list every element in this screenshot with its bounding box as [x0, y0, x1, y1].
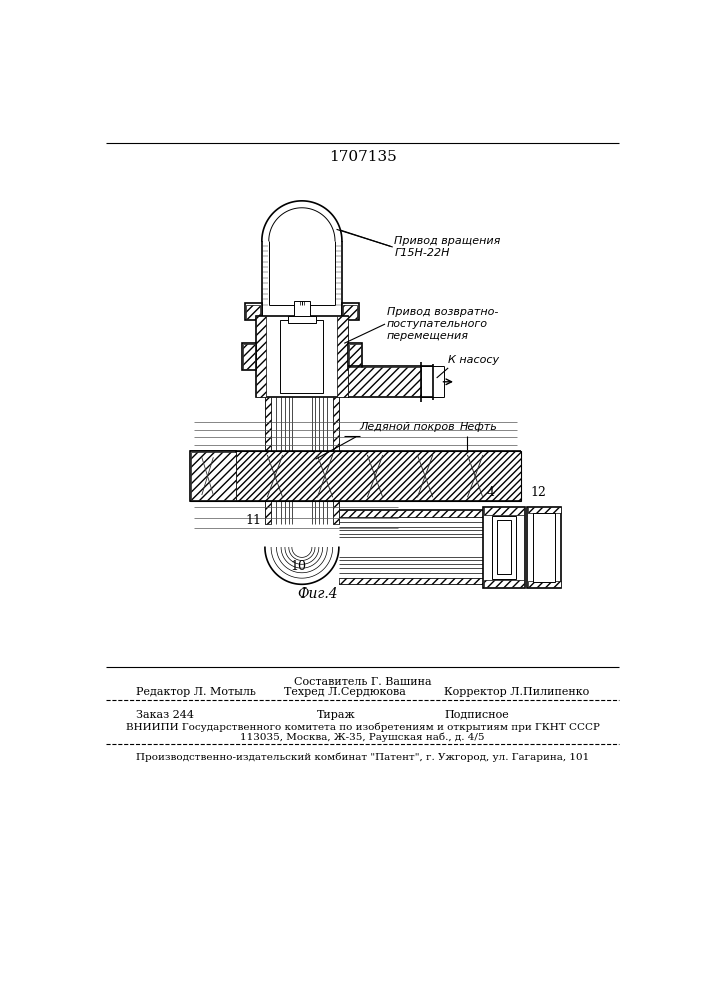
Bar	[243, 344, 255, 369]
Bar	[281, 320, 324, 393]
Bar	[348, 367, 421, 396]
Text: 4: 4	[486, 486, 494, 499]
Text: 10: 10	[290, 560, 306, 573]
Bar	[492, 516, 516, 579]
Bar	[247, 305, 260, 319]
Bar	[484, 507, 525, 515]
Text: Производственно-издательский комбинат "Патент", г. Ужгород, ул. Гагарина, 101: Производственно-издательский комбинат "П…	[136, 753, 590, 762]
Text: 12: 12	[530, 486, 547, 499]
Text: 1707135: 1707135	[329, 150, 397, 164]
Bar	[484, 580, 525, 587]
Bar	[191, 452, 235, 500]
Text: Составитель Г. Вашина: Составитель Г. Вашина	[294, 677, 431, 687]
Text: 113035, Москва, Ж-35, Раушская наб., д. 4/5: 113035, Москва, Ж-35, Раушская наб., д. …	[240, 733, 485, 742]
Text: Редактор Л. Мотыль: Редактор Л. Мотыль	[136, 687, 256, 697]
Text: Техред Л.Сердюкова: Техред Л.Сердюкова	[284, 687, 406, 697]
Bar	[256, 316, 267, 397]
Text: Привод вращения
Г15Н-22Н: Привод вращения Г15Н-22Н	[395, 236, 501, 258]
Bar	[333, 397, 339, 524]
Bar	[497, 520, 511, 574]
Bar	[265, 397, 271, 524]
Bar	[527, 581, 561, 587]
Bar	[342, 303, 359, 320]
Bar	[190, 451, 236, 501]
Text: Фиг.4: Фиг.4	[297, 587, 338, 601]
Text: Корректор Л.Пилипенко: Корректор Л.Пилипенко	[444, 687, 590, 697]
Bar	[344, 305, 357, 319]
Bar	[527, 507, 561, 588]
Bar	[294, 301, 310, 316]
Text: Привод возвратно-
поступательного
перемещения: Привод возвратно- поступательного переме…	[387, 307, 498, 341]
Text: Тираж: Тираж	[317, 710, 356, 720]
Bar	[349, 344, 361, 369]
Bar	[339, 578, 483, 584]
Bar	[256, 316, 348, 397]
Bar	[190, 451, 521, 501]
Bar	[245, 303, 262, 320]
Text: ВНИИПИ Государственного комитета по изобретениям и открытиям при ГКНТ СССР: ВНИИПИ Государственного комитета по изоб…	[126, 722, 600, 732]
Bar	[242, 343, 256, 370]
Bar	[337, 316, 348, 397]
Bar	[348, 343, 362, 370]
Bar	[483, 507, 525, 588]
Text: Ледяной покров: Ледяной покров	[360, 422, 455, 432]
Bar	[533, 513, 555, 582]
Text: 11: 11	[245, 514, 262, 527]
Text: Подписное: Подписное	[444, 710, 509, 720]
Text: Заказ 244: Заказ 244	[136, 710, 194, 720]
Bar	[527, 507, 561, 513]
Bar	[288, 316, 316, 323]
Bar	[339, 510, 483, 517]
Text: К насосу: К насосу	[448, 355, 499, 365]
Text: Нефть: Нефть	[460, 422, 498, 432]
